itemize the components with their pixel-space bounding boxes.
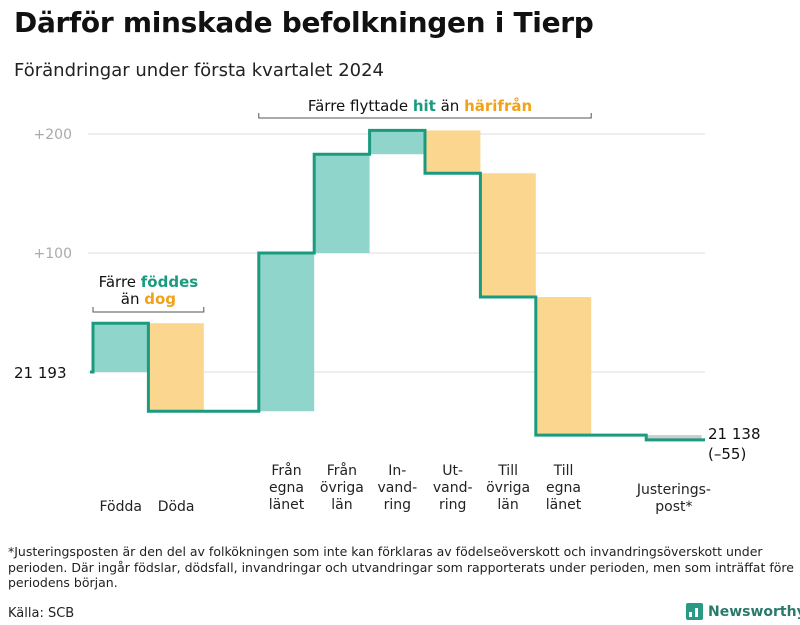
category-label: Till	[553, 463, 574, 479]
category-label: Till	[497, 463, 518, 479]
category-label: ring	[384, 497, 411, 513]
category-label: Födda	[99, 499, 141, 515]
category-label: Ut-	[442, 463, 463, 479]
annotation-span: än	[436, 97, 464, 115]
category-label: Från	[271, 462, 301, 479]
logo-text: Newsworthy	[708, 603, 800, 620]
category-label: post*	[655, 499, 692, 515]
category-label: Döda	[158, 499, 195, 515]
category-label: egna	[269, 480, 304, 496]
category-label: länet	[546, 497, 582, 513]
category-label: ring	[439, 497, 466, 513]
category-label: övriga	[320, 480, 364, 496]
newsworthy-logo: Newsworthy	[686, 603, 800, 620]
start-value-label: 21 193	[14, 364, 67, 382]
annotation-births-deaths-line1: Färre föddes	[99, 273, 199, 291]
waterfall-step-line	[90, 128, 705, 442]
category-label: län	[497, 497, 518, 513]
bar-frånegnalänet	[258, 253, 315, 412]
bar-justeringspost	[646, 435, 702, 440]
bars	[93, 130, 702, 440]
annotation-span: hit	[413, 97, 436, 115]
category-label: Från	[327, 462, 357, 479]
footnote: *Justeringsposten är den del av folkökni…	[8, 544, 794, 590]
bar-chart-icon	[686, 603, 703, 620]
annotation-bracket	[258, 113, 592, 119]
category-label: Justerings-	[636, 482, 711, 498]
annotation-span: dog	[144, 290, 176, 308]
annotation-span: föddes	[141, 273, 198, 291]
category-label: övriga	[486, 480, 530, 496]
bar-frånövrigalän	[314, 154, 370, 253]
y-tick-label: +100	[34, 246, 72, 262]
annotation-births-deaths-line2: än dog	[121, 290, 176, 308]
chart-subtitle: Förändringar under första kvartalet 2024	[14, 60, 385, 81]
bar-tillegnalänet	[535, 297, 592, 436]
step-line: 21 138 (–55)	[90, 128, 761, 463]
category-label: länet	[269, 497, 305, 513]
category-label: In-	[388, 463, 406, 479]
annotation-span: Färre flyttade	[308, 97, 413, 115]
waterfall-chart: +100 +200 21 193 21 138 (–55) Födda Döda Från…	[14, 97, 761, 515]
category-label: vand-	[377, 480, 417, 496]
category-labels: Födda DödaFrånegnalänetFrånövrigalänIn-va…	[99, 462, 711, 515]
bar-utvandring	[425, 130, 481, 174]
end-change-label: (–55)	[708, 445, 746, 463]
category-label: län	[331, 497, 352, 513]
annotation-bracket	[92, 307, 205, 313]
annotation-span: härifrån	[464, 97, 532, 115]
bar-invandring	[369, 130, 425, 155]
annotation-span: än	[121, 290, 144, 308]
chart-title: Därför minskade befolkningen i Tierp	[14, 6, 594, 39]
bar-tillövrigalän	[480, 173, 536, 298]
source-label: Källa: SCB	[8, 606, 75, 621]
bar-döda	[148, 323, 204, 412]
end-value-label: 21 138	[708, 425, 761, 443]
bar-födda	[93, 323, 149, 372]
annotation-span: Färre	[99, 273, 141, 291]
category-label: vand-	[433, 480, 473, 496]
y-tick-label: +200	[34, 127, 72, 143]
category-label: egna	[546, 480, 581, 496]
annotation-migration: Färre flyttade hit än härifrån	[308, 97, 532, 115]
